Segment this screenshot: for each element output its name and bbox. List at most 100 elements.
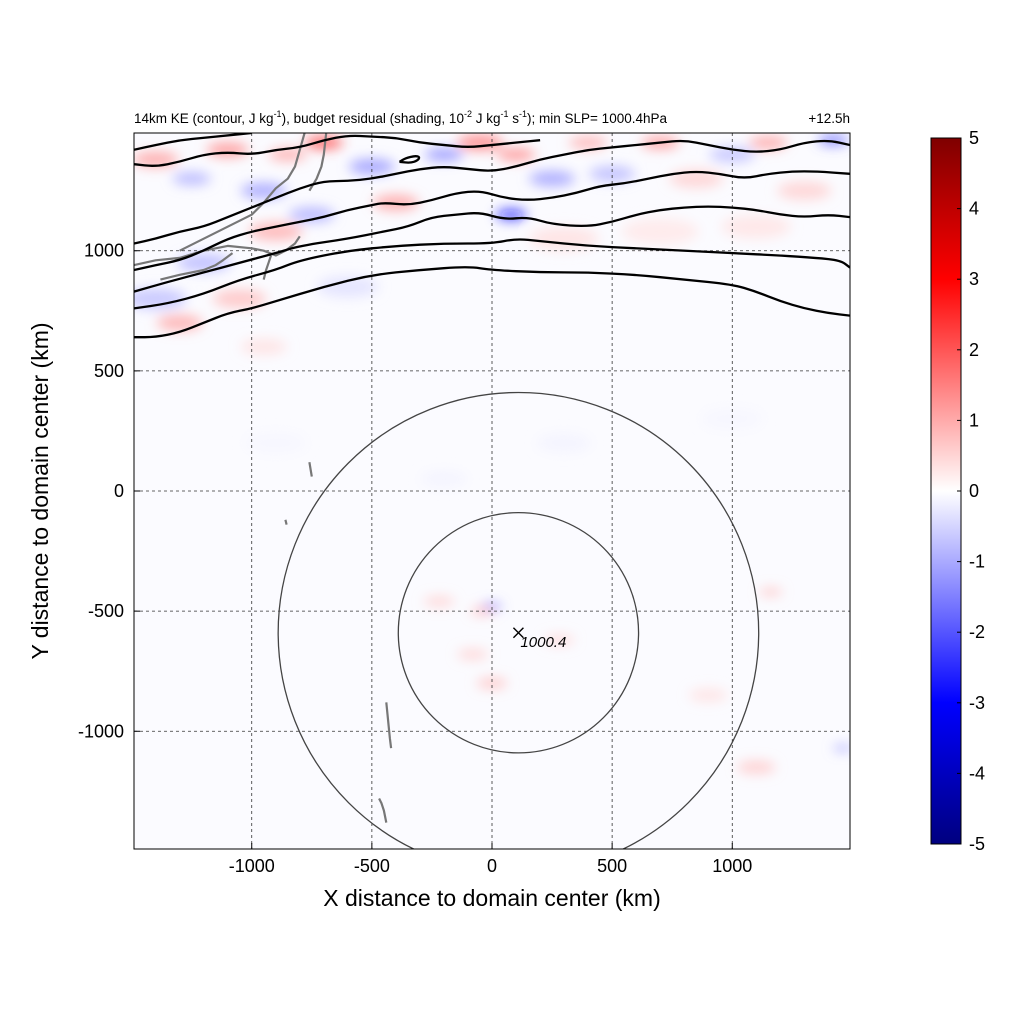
coastline-segment: [308, 462, 313, 477]
residual-positive-blob: [206, 142, 249, 158]
y-tick-label: 0: [114, 481, 124, 501]
residual-positive-blob: [456, 134, 504, 151]
residual-positive-blob: [240, 338, 287, 355]
title-superscript: -2: [464, 109, 472, 119]
residual-negative-blob: [537, 433, 591, 453]
residual-negative-blob: [701, 408, 764, 430]
time-label: +12.5h: [808, 111, 850, 126]
residual-negative-blob: [240, 182, 287, 199]
residual-positive-blob: [212, 289, 267, 309]
chart-title: 14km KE (contour, J kg-1), budget residu…: [134, 109, 667, 126]
y-tick-label: 1000: [84, 241, 124, 261]
x-axis-ticks: -1000 -500 0 500 1000: [229, 843, 752, 876]
residual-positive-blob: [457, 649, 489, 660]
range-circle: [397, 511, 640, 754]
residual-positive-blob: [759, 587, 783, 596]
y-tick-label: 500: [94, 361, 124, 381]
y-axis-title: Y distance to domain center (km): [27, 322, 53, 659]
coastline-segment: [179, 133, 306, 252]
y-tick-label: -1000: [78, 721, 124, 741]
x-axis-title: X distance to domain center (km): [323, 885, 660, 911]
residual-positive-blob: [568, 136, 608, 150]
residual-positive-blob: [749, 136, 788, 150]
residual-negative-blob: [424, 148, 464, 162]
storm-center-marker: [512, 627, 524, 639]
colorbar-tick-label: 4: [969, 199, 979, 219]
ke-contour-line: [134, 266, 850, 339]
residual-negative-blob: [348, 158, 395, 175]
residual-positive-blob: [529, 226, 599, 251]
residual-negative-blob: [134, 288, 187, 310]
residual-negative-blob: [245, 432, 307, 454]
residual-negative-blob: [176, 253, 231, 272]
residual-positive-blob: [423, 596, 455, 607]
colorbar: [930, 137, 962, 845]
ke-contour-line: [134, 205, 850, 293]
residual-positive-blob: [621, 218, 699, 245]
colorbar-tick-label: 2: [969, 340, 979, 360]
residual-negative-blob: [172, 172, 211, 186]
y-tick-label: -500: [88, 601, 124, 621]
residual-negative-blob: [420, 471, 468, 487]
colorbar-tick-label: -5: [969, 834, 985, 854]
colorbar-tick-label: -1: [969, 552, 985, 572]
residual-positive-blob: [669, 169, 724, 188]
title-superscript: -1: [519, 109, 527, 119]
residual-negative-blob: [833, 744, 850, 752]
coastline-segment: [308, 133, 328, 192]
residual-positive-blob: [721, 214, 791, 239]
colorbar-tick-label: 3: [969, 269, 979, 289]
coastline-segment: [262, 255, 273, 280]
ke-contour-line: [134, 139, 850, 245]
x-tick-label: 0: [487, 856, 497, 876]
title-superscript: -1: [274, 109, 282, 119]
title-part: s: [509, 111, 520, 126]
ke-contour-line: [398, 155, 421, 164]
title-part: 14km KE (contour, J kg: [134, 111, 274, 126]
title-superscript: -1: [500, 109, 508, 119]
colorbar-tick-label: -2: [969, 622, 985, 642]
residual-positive-blob: [476, 677, 508, 689]
colorbar-tick-label: -4: [969, 763, 985, 783]
storm-center-label: 1000.4: [520, 634, 566, 651]
coastline-segment: [385, 702, 393, 749]
x-tick-label: -1000: [229, 856, 275, 876]
residual-positive-blob: [737, 760, 776, 774]
colorbar-tick-label: 1: [969, 410, 979, 430]
grid-lines: [134, 133, 850, 849]
residual-negative-blob: [529, 170, 576, 187]
x-tick-label: 500: [597, 856, 627, 876]
title-part: J kg: [472, 111, 501, 126]
residual-negative-blob: [589, 165, 636, 182]
residual-positive-blob: [496, 148, 536, 162]
ke-contour-line: [134, 238, 850, 310]
residual-negative-blob: [317, 276, 379, 298]
range-circles: [277, 391, 760, 849]
colorbar-tick-label: 0: [969, 481, 979, 501]
colorbar-ticks: 5 4 3 2 1 0 -1 -2 -3 -4 -5: [957, 128, 985, 854]
residual-positive-blob: [777, 181, 832, 200]
range-circle: [277, 391, 760, 849]
x-tick-label: 1000: [712, 856, 752, 876]
title-part: ); min SLP= 1000.4hPa: [527, 111, 667, 126]
ke-contours: [134, 133, 850, 339]
residual-positive-blob: [156, 314, 203, 331]
title-part: ), budget residual (shading, 10: [282, 111, 464, 126]
residual-positive-blob: [372, 194, 419, 211]
colorbar-tick-label: -3: [969, 693, 985, 713]
coastline-segment: [284, 519, 288, 525]
ke-contour-line: [134, 134, 541, 167]
residual-positive-blob: [689, 688, 728, 702]
ke-contour-line: [134, 170, 850, 272]
coastline-segment: [160, 252, 234, 281]
y-axis-ticks: 1000 500 0 -500 -1000: [78, 241, 140, 741]
ke-contour-line: [134, 133, 252, 151]
residual-positive-blob: [543, 634, 575, 646]
x-tick-label: -500: [354, 856, 390, 876]
storm-center: 1000.4: [512, 627, 566, 651]
colorbar-tick-label: 5: [969, 128, 979, 148]
coastline-segment: [378, 798, 388, 823]
residual-positive-blob: [248, 222, 303, 241]
residual-negative-blob: [288, 206, 335, 223]
